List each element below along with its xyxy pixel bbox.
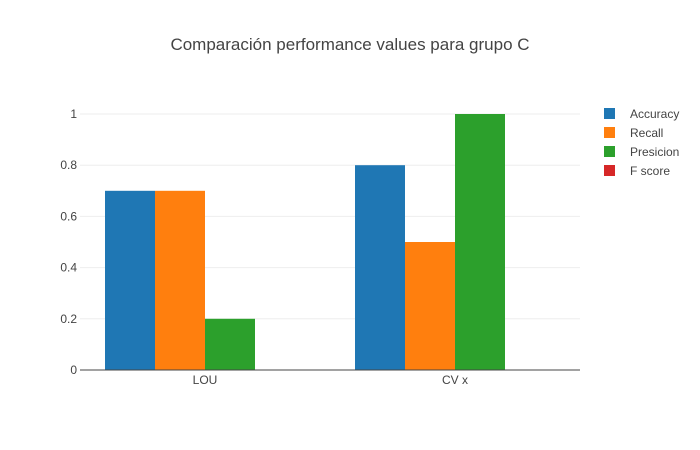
legend-item[interactable]: Recall: [604, 126, 663, 140]
x-tick-label: CV x: [442, 373, 468, 387]
bar-accuracy-lou[interactable]: [105, 190, 155, 370]
bars: [105, 114, 505, 370]
bar-presicion-lou[interactable]: [205, 318, 255, 370]
legend[interactable]: Accuracy Recall Presicion F score: [604, 107, 679, 178]
bar-presicion-cv-x[interactable]: [455, 114, 505, 370]
bar-recall-cv-x[interactable]: [405, 242, 455, 370]
legend-item[interactable]: F score: [604, 164, 670, 178]
legend-label: Recall: [630, 126, 663, 140]
x-tick-label: LOU: [193, 373, 218, 387]
y-tick-label: 0.4: [60, 261, 77, 275]
chart-title: Comparación performance values para grup…: [170, 35, 529, 54]
y-tick-label: 0.2: [60, 312, 77, 326]
legend-label: Presicion: [630, 145, 679, 159]
y-tick-label: 0.8: [60, 158, 77, 172]
y-tick-label: 0.6: [60, 209, 77, 223]
legend-swatch: [604, 108, 615, 119]
legend-label: Accuracy: [630, 107, 679, 121]
legend-label: F score: [630, 164, 670, 178]
y-tick-label: 0: [70, 363, 77, 377]
legend-swatch: [604, 146, 615, 157]
legend-swatch: [604, 165, 615, 176]
legend-item[interactable]: Presicion: [604, 145, 679, 159]
axes: 0 0.2 0.4 0.6 0.8 1 LOU CV x: [60, 107, 580, 387]
bar-recall-lou[interactable]: [155, 190, 205, 370]
y-tick-label: 1: [70, 107, 77, 121]
legend-item[interactable]: Accuracy: [604, 107, 679, 121]
legend-swatch: [604, 127, 615, 138]
bar-accuracy-cv-x[interactable]: [355, 165, 405, 370]
